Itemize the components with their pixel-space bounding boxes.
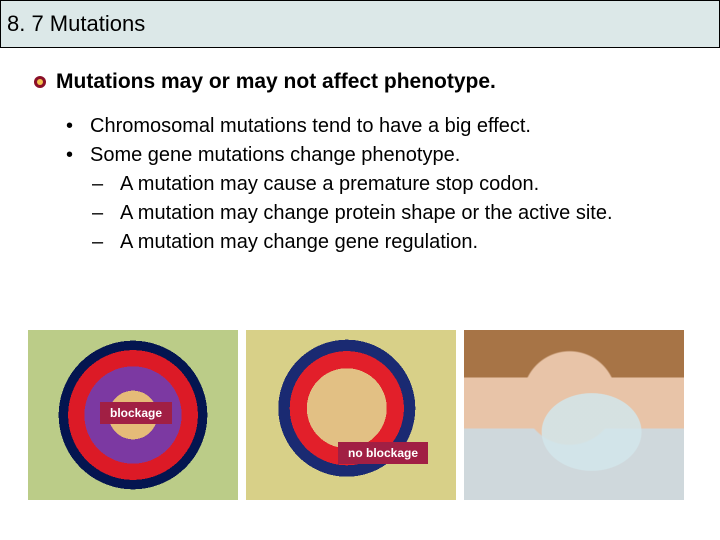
person-mask-graphic xyxy=(464,330,684,500)
list-item: • Chromosomal mutations tend to have a b… xyxy=(66,112,692,141)
dash-marker: – xyxy=(92,170,120,199)
slide-header: 8. 7 Mutations xyxy=(0,0,720,48)
content-area: Mutations may or may not affect phenotyp… xyxy=(0,48,720,257)
image-row: blockage no blockage xyxy=(28,330,684,500)
slide-title: 8. 7 Mutations xyxy=(7,11,145,37)
sub-bullet-text: A mutation may change protein shape or t… xyxy=(120,199,613,228)
dash-marker: – xyxy=(92,228,120,257)
list-item: – A mutation may cause a premature stop … xyxy=(92,170,692,199)
sub-bullet-text: A mutation may change gene regulation. xyxy=(120,228,478,257)
list-item: – A mutation may change protein shape or… xyxy=(92,199,692,228)
label-blockage: blockage xyxy=(100,402,172,424)
lead-text: Mutations may or may not affect phenotyp… xyxy=(56,70,496,94)
bullet-icon xyxy=(34,76,46,88)
label-no-blockage: no blockage xyxy=(338,442,428,464)
bullet-marker: • xyxy=(66,141,90,170)
dash-marker: – xyxy=(92,199,120,228)
list-item: • Some gene mutations change phenotype. xyxy=(66,141,692,170)
image-no-blockage: no blockage xyxy=(246,330,456,500)
bullet-list: • Chromosomal mutations tend to have a b… xyxy=(28,112,692,170)
bullet-text: Chromosomal mutations tend to have a big… xyxy=(90,112,531,141)
sub-bullet-list: – A mutation may cause a premature stop … xyxy=(28,170,692,257)
image-person-mask xyxy=(464,330,684,500)
sub-bullet-text: A mutation may cause a premature stop co… xyxy=(120,170,539,199)
bullet-text: Some gene mutations change phenotype. xyxy=(90,141,460,170)
bullet-marker: • xyxy=(66,112,90,141)
list-item: – A mutation may change gene regulation. xyxy=(92,228,692,257)
cell-graphic-no-blockage xyxy=(246,330,456,500)
lead-row: Mutations may or may not affect phenotyp… xyxy=(34,70,692,94)
image-blockage: blockage xyxy=(28,330,238,500)
